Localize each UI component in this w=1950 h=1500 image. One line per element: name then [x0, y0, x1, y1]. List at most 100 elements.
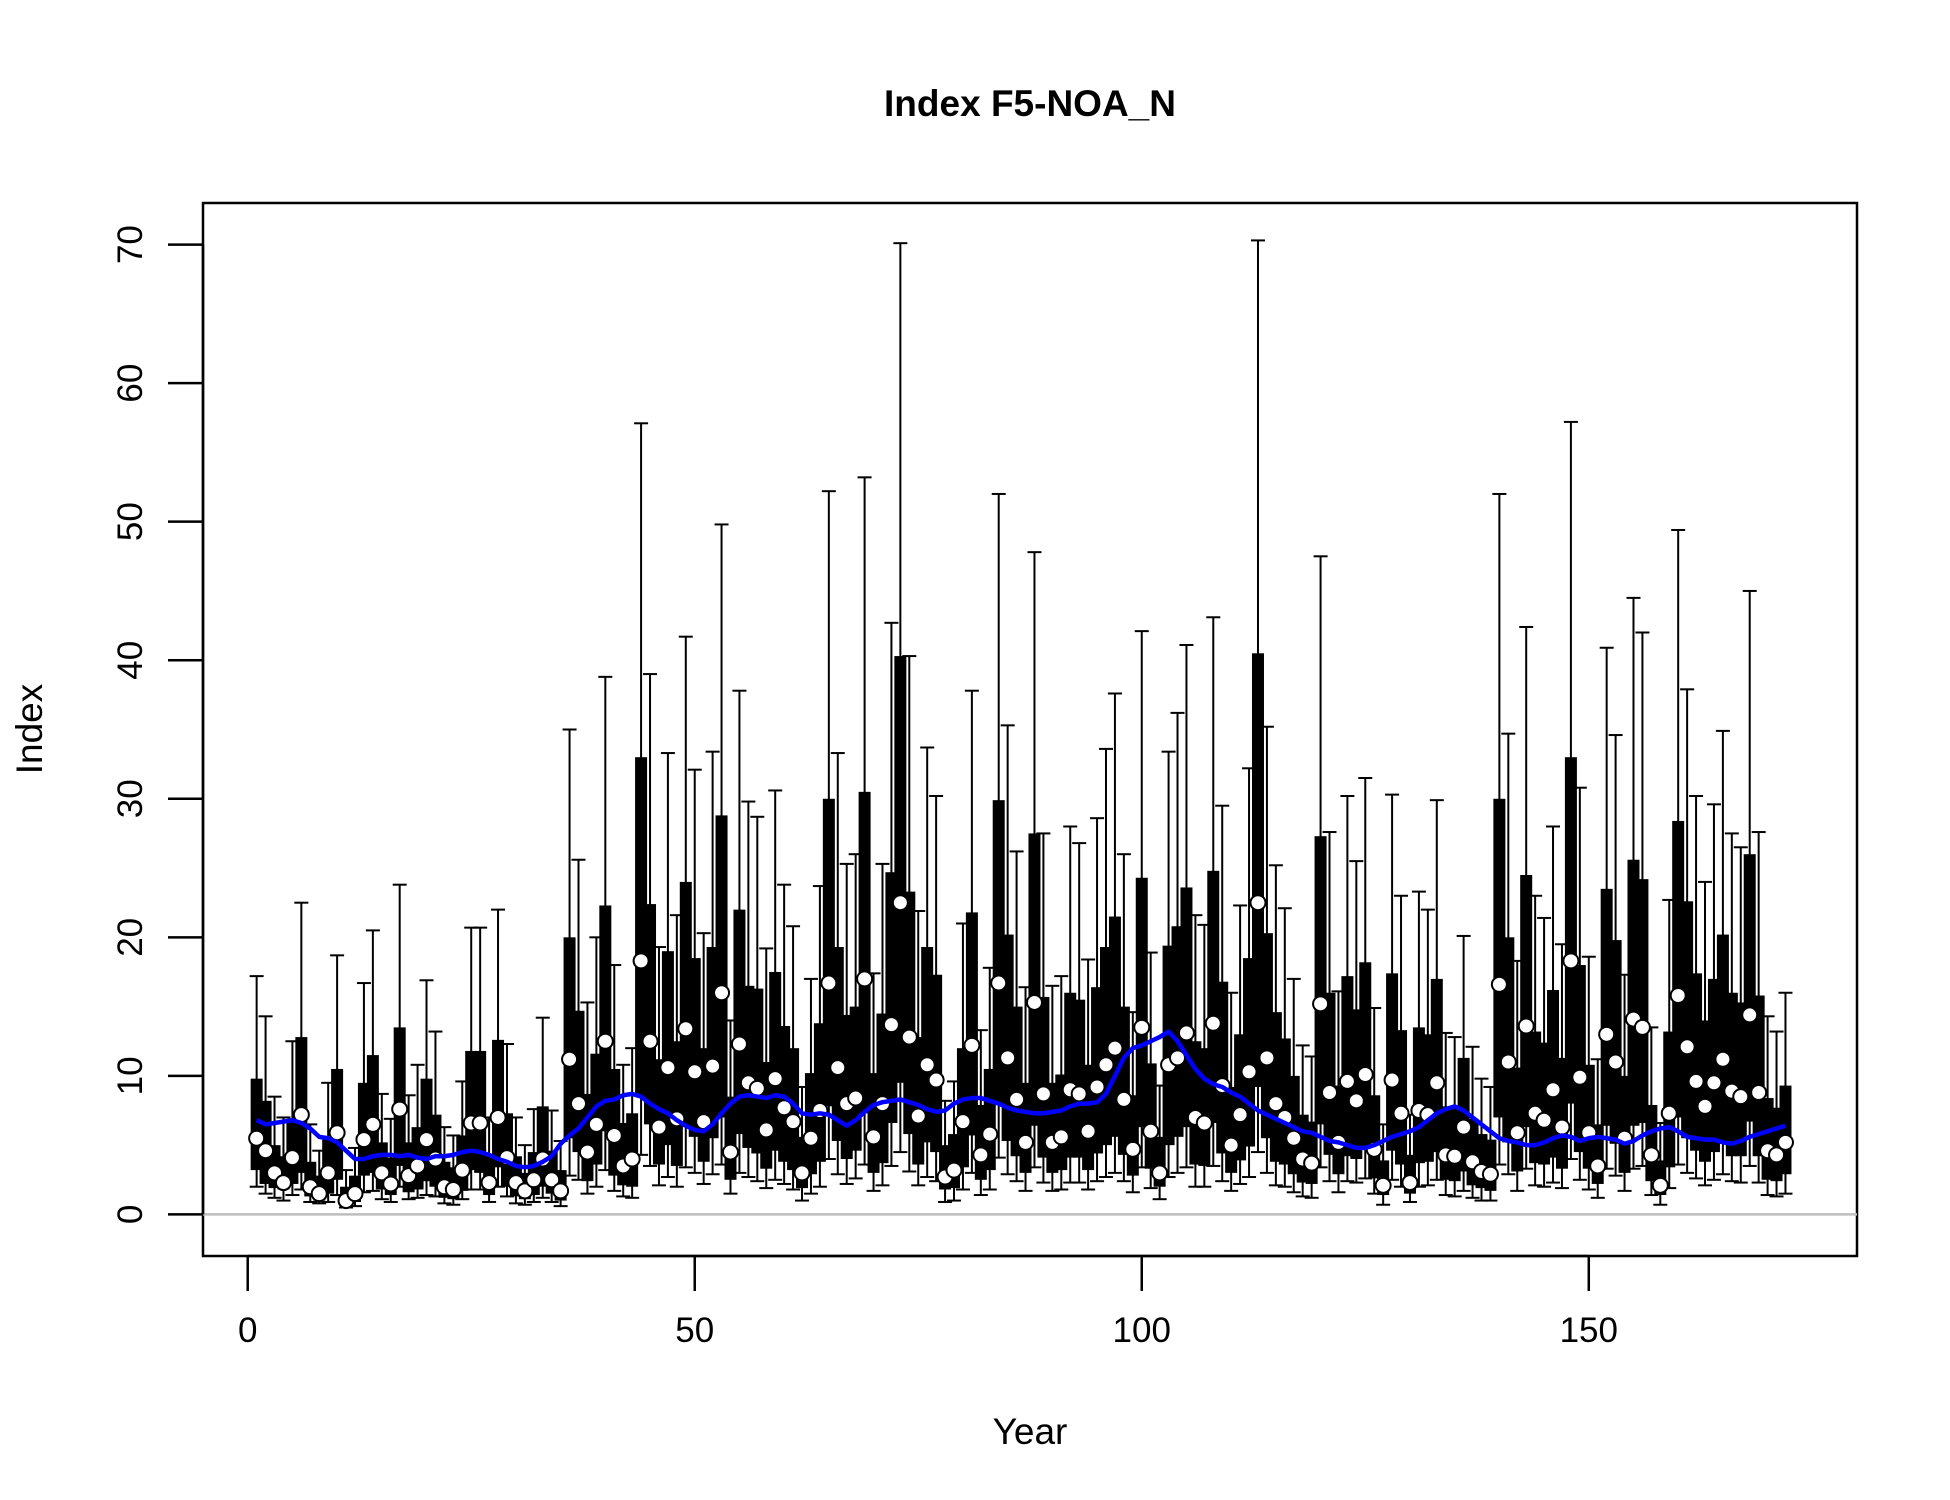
data-point [1508, 1124, 1526, 1142]
data-point [525, 1171, 543, 1189]
data-point [587, 1115, 605, 1133]
data-point [1750, 1084, 1768, 1102]
data-point [480, 1174, 498, 1192]
data-point [1383, 1071, 1401, 1089]
x-tick-label: 50 [675, 1311, 714, 1350]
trend-layer [255, 1029, 1787, 1170]
box [715, 815, 728, 1118]
data-point [1222, 1136, 1240, 1154]
data-point [1776, 1133, 1794, 1151]
data-point [856, 970, 874, 988]
data-point [373, 1164, 391, 1182]
data-point [1142, 1122, 1160, 1140]
data-point [820, 974, 838, 992]
box [858, 791, 871, 1114]
data-point [364, 1115, 382, 1133]
data-point [1499, 1053, 1517, 1071]
data-point [1321, 1084, 1339, 1102]
y-tick-label: 30 [111, 779, 150, 818]
data-point [444, 1180, 462, 1198]
data-point [1687, 1072, 1705, 1090]
data-point [927, 1071, 945, 1089]
data-point [471, 1114, 489, 1132]
data-point [1231, 1106, 1249, 1124]
data-point [1088, 1078, 1106, 1096]
data-point [623, 1150, 641, 1168]
data-point [1642, 1146, 1660, 1164]
data-point [274, 1174, 292, 1192]
data-point [319, 1164, 337, 1182]
data-point [382, 1175, 400, 1193]
data-point [1177, 1024, 1195, 1042]
data-point [355, 1131, 373, 1149]
data-point [1741, 1006, 1759, 1024]
data-point [578, 1143, 596, 1161]
data-point [1481, 1165, 1499, 1183]
y-tick-label: 20 [111, 918, 150, 957]
data-point [721, 1143, 739, 1161]
data-point [865, 1128, 883, 1146]
box [393, 1027, 406, 1166]
data-point [1347, 1092, 1365, 1110]
data-point [1025, 993, 1043, 1011]
data-point [596, 1032, 614, 1050]
data-point [1607, 1053, 1625, 1071]
data-point [659, 1059, 677, 1077]
data-point [489, 1108, 507, 1126]
data-point [570, 1095, 588, 1113]
x-axis: 0 50 100 150 [238, 1254, 1618, 1350]
data-point [310, 1185, 328, 1203]
data-point [981, 1125, 999, 1143]
data-point [1070, 1085, 1088, 1103]
data-point [1490, 975, 1508, 993]
data-point [552, 1182, 570, 1200]
data-point [730, 1035, 748, 1053]
y-tick-label: 10 [111, 1056, 150, 1095]
data-point [418, 1131, 436, 1149]
data-point [1124, 1140, 1142, 1158]
data-point [1285, 1129, 1303, 1147]
data-point [1312, 995, 1330, 1013]
data-point [1356, 1065, 1374, 1083]
data-point [561, 1050, 579, 1068]
x-tick-label: 150 [1560, 1311, 1618, 1350]
data-point [283, 1149, 301, 1167]
chart-title: Index F5-NOA_N [884, 83, 1176, 124]
data-point [453, 1161, 471, 1179]
data-point [847, 1089, 865, 1107]
data-point [516, 1182, 534, 1200]
data-point [1651, 1176, 1669, 1194]
data-point [1195, 1114, 1213, 1132]
data-point [1660, 1104, 1678, 1122]
y-tick-label: 60 [111, 364, 150, 403]
box [295, 1037, 308, 1173]
x-tick-label: 100 [1113, 1311, 1171, 1350]
data-point [1258, 1049, 1276, 1067]
data-point [1544, 1081, 1562, 1099]
data-point [999, 1049, 1017, 1067]
x-axis-label: Year [993, 1411, 1068, 1452]
box [965, 912, 978, 1136]
data-point [1517, 1017, 1535, 1035]
box [1368, 1095, 1381, 1179]
data-point [1169, 1049, 1187, 1067]
data-point [1392, 1104, 1410, 1122]
data-point [543, 1171, 561, 1189]
data-point [1267, 1095, 1285, 1113]
data-point [677, 1020, 695, 1038]
data-point [1303, 1154, 1321, 1172]
data-point [1678, 1038, 1696, 1056]
data-point [1669, 987, 1687, 1005]
data-point [1633, 1018, 1651, 1036]
data-point [954, 1113, 972, 1131]
data-point [1052, 1128, 1070, 1146]
y-tick-label: 70 [111, 225, 150, 264]
data-point [713, 984, 731, 1002]
data-point [1034, 1085, 1052, 1103]
data-point [1338, 1072, 1356, 1090]
data-point [882, 1016, 900, 1034]
data-point [990, 974, 1008, 992]
data-point [704, 1057, 722, 1075]
data-point [918, 1056, 936, 1074]
